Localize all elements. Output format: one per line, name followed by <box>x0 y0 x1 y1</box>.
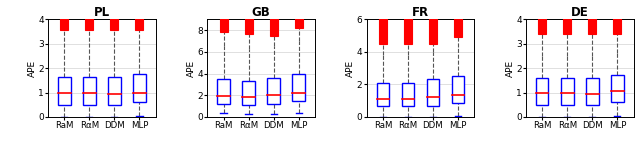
Bar <box>427 79 439 106</box>
Bar <box>613 18 621 34</box>
Bar <box>220 17 228 32</box>
Bar <box>85 18 93 30</box>
Bar <box>402 83 414 106</box>
Bar <box>294 17 303 28</box>
Bar <box>136 18 143 30</box>
Bar <box>536 78 548 105</box>
Bar <box>83 77 95 105</box>
Bar <box>561 78 573 105</box>
Bar <box>218 79 230 104</box>
Bar <box>454 18 462 37</box>
Bar <box>133 74 146 102</box>
Bar <box>60 18 68 30</box>
Bar <box>404 18 412 44</box>
Bar <box>269 17 278 36</box>
Bar <box>268 78 280 104</box>
Bar <box>379 18 387 44</box>
Y-axis label: APE: APE <box>187 59 196 77</box>
Y-axis label: APE: APE <box>506 59 515 77</box>
Bar <box>588 18 596 34</box>
Bar <box>243 81 255 105</box>
Bar <box>538 18 546 34</box>
Bar <box>586 78 598 105</box>
Bar <box>429 18 437 44</box>
Title: DE: DE <box>571 6 589 19</box>
Bar <box>58 77 70 105</box>
Title: GB: GB <box>252 6 271 19</box>
Bar <box>452 76 464 103</box>
Bar <box>108 77 120 105</box>
Title: PL: PL <box>94 6 110 19</box>
Bar <box>563 18 572 34</box>
Bar <box>110 18 118 30</box>
Y-axis label: APE: APE <box>346 59 355 77</box>
Y-axis label: APE: APE <box>28 59 36 77</box>
Bar <box>611 75 623 102</box>
Bar <box>244 17 253 34</box>
Bar <box>377 83 389 106</box>
Bar <box>292 74 305 101</box>
Title: FR: FR <box>412 6 429 19</box>
